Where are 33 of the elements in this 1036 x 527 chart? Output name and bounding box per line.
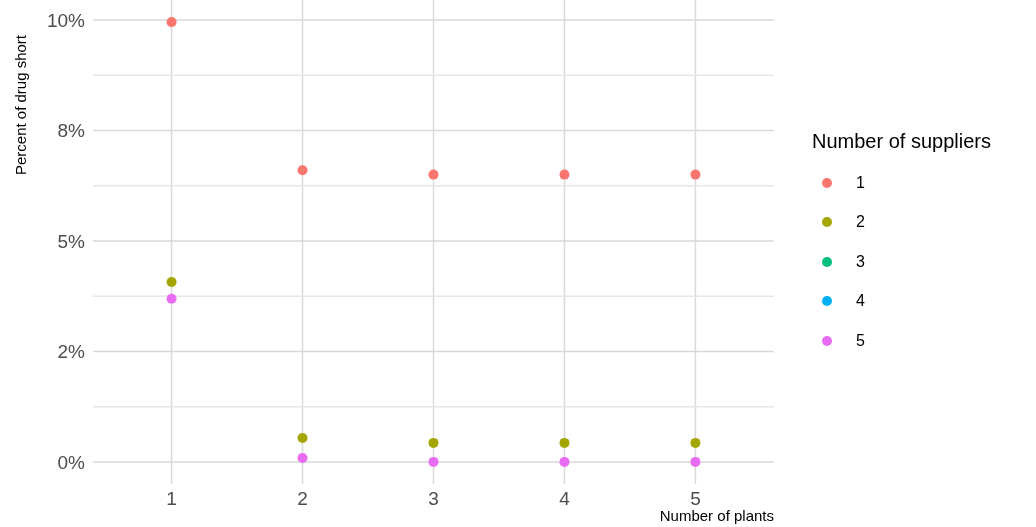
x-axis-title: Number of plants (659, 507, 774, 524)
x-tick-label: 4 (559, 488, 571, 510)
point (297, 165, 308, 176)
legend-label: 4 (856, 292, 865, 311)
legend-label: 2 (856, 213, 865, 232)
legend-label: 5 (856, 331, 865, 350)
legend-label: 3 (856, 252, 865, 271)
point (690, 169, 701, 180)
legend-label: 1 (856, 173, 865, 192)
x-tick-label: 1 (166, 488, 177, 510)
y-tick-label: 10% (46, 9, 86, 31)
point (297, 452, 308, 463)
y-axis-title: Percent of drug short (11, 34, 29, 176)
x-tick-label: 5 (690, 488, 701, 510)
point (428, 456, 439, 467)
point (166, 293, 177, 304)
point (690, 437, 701, 448)
point (559, 437, 570, 448)
point (559, 169, 570, 180)
legend-title: Number of suppliers (812, 130, 991, 153)
point (428, 437, 439, 448)
y-tick-label: 5% (57, 230, 86, 252)
y-tick-label: 8% (57, 120, 86, 142)
point (166, 277, 177, 287)
point (559, 456, 570, 467)
point (297, 433, 308, 444)
y-tick-label: 0% (57, 451, 86, 473)
x-tick-label: 2 (297, 488, 308, 510)
x-tick-label: 3 (428, 488, 439, 510)
point (690, 456, 701, 467)
y-tick-label: 2% (57, 341, 86, 363)
point (166, 17, 177, 28)
point (428, 169, 439, 180)
